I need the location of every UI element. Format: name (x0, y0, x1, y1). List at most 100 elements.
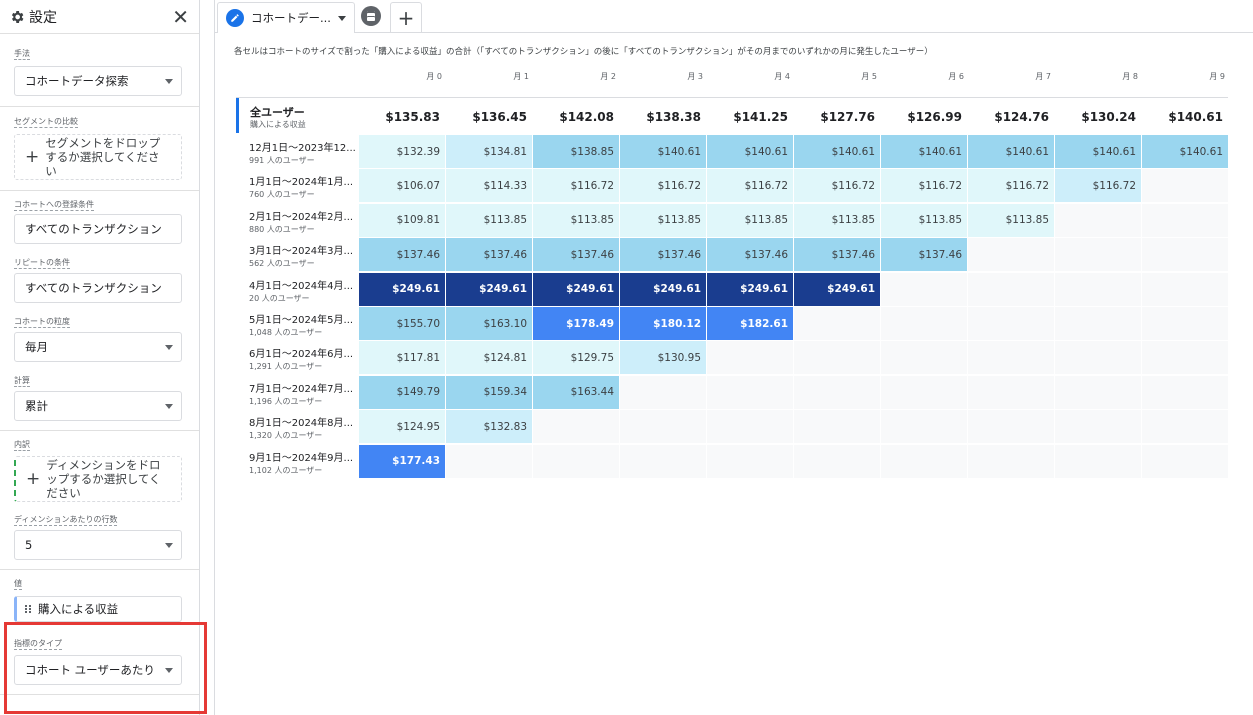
cohort-cell[interactable]: $138.85 (533, 135, 619, 168)
cohort-cell[interactable]: $182.61 (707, 307, 793, 340)
cohort-cell[interactable]: $113.85 (620, 203, 706, 237)
cohort-cell[interactable]: $113.85 (968, 203, 1054, 237)
breakdown-drop-zone[interactable]: + ディメンションをドロップするか選択してください (14, 456, 182, 502)
cohort-cell[interactable]: $249.61 (533, 272, 619, 306)
cohort-user-count: 880 人のユーザー (249, 224, 315, 234)
cohort-cell[interactable]: $180.12 (620, 307, 706, 340)
cohort-cell[interactable]: $249.61 (359, 272, 445, 306)
cohort-cell[interactable]: $140.61 (881, 135, 967, 168)
cohort-cell[interactable]: $113.85 (707, 203, 793, 237)
cohort-cell-empty (968, 238, 1054, 272)
cohort-date-range: 7月1日～2024年7月... (249, 383, 354, 395)
cohort-cell[interactable]: $163.10 (446, 307, 532, 340)
cohort-cell[interactable]: $113.85 (446, 203, 532, 237)
plus-icon: + (26, 469, 41, 489)
cohort-cell[interactable]: $106.07 (359, 169, 445, 203)
cohort-cell-empty (707, 341, 793, 375)
granularity-select[interactable]: 毎月 (14, 332, 182, 362)
cohort-cell[interactable]: $116.72 (1055, 169, 1141, 203)
cohort-cell[interactable]: $117.81 (359, 341, 445, 375)
cohort-cell-empty (794, 410, 880, 444)
cohort-cell[interactable]: $140.61 (968, 135, 1054, 168)
calculation-select[interactable]: 累計 (14, 391, 182, 421)
cohort-cell[interactable]: $137.46 (620, 238, 706, 272)
cohort-date-range: 6月1日～2024年6月... (249, 349, 354, 361)
cohort-cell[interactable]: $163.44 (533, 375, 619, 409)
cohort-cell[interactable]: $249.61 (446, 272, 532, 306)
cohort-cell[interactable]: $249.61 (794, 272, 880, 306)
return-field[interactable]: すべてのトランザクション (14, 273, 182, 303)
document-icon[interactable] (361, 6, 381, 26)
cohort-date-range: 1月1日～2024年1月... (249, 177, 354, 189)
cohort-cell[interactable]: $109.81 (359, 203, 445, 237)
all-users-value: $142.08 (559, 110, 614, 124)
cohort-cell[interactable]: $124.81 (446, 341, 532, 375)
cohort-cell[interactable]: $137.46 (794, 238, 880, 272)
cohort-cell-empty (968, 272, 1054, 306)
cohort-cell[interactable]: $130.95 (620, 341, 706, 375)
cohort-cell[interactable]: $177.43 (359, 444, 445, 478)
pencil-icon[interactable] (226, 9, 244, 27)
cohort-cell[interactable]: $137.46 (446, 238, 532, 272)
cohort-cell[interactable]: $113.85 (533, 203, 619, 237)
method-select[interactable]: コホートデータ探索 (14, 66, 182, 96)
cohort-cell[interactable]: $113.85 (881, 203, 967, 237)
cohort-cell[interactable]: $140.61 (620, 135, 706, 168)
cohort-cell[interactable]: $116.72 (533, 169, 619, 203)
cohort-cell[interactable]: $159.34 (446, 375, 532, 409)
cohort-cell[interactable]: $113.85 (794, 203, 880, 237)
cohort-cell[interactable]: $114.33 (446, 169, 532, 203)
add-tab-button[interactable]: + (390, 2, 422, 32)
all-users-value: $136.45 (472, 110, 527, 124)
cohort-cell[interactable]: $137.46 (707, 238, 793, 272)
cohort-cell[interactable]: $140.61 (794, 135, 880, 168)
cohort-cell[interactable]: $132.83 (446, 410, 532, 444)
cohort-cell[interactable]: $155.70 (359, 307, 445, 340)
cohort-cell[interactable]: $137.46 (533, 238, 619, 272)
tab-cohort-exploration[interactable]: コホートデー... (217, 2, 355, 33)
cohort-row-label: 1月1日～2024年1月... 760 人のユーザー (249, 173, 357, 200)
all-users-value: $126.99 (907, 110, 962, 124)
cohort-cell-empty (1142, 203, 1228, 237)
close-icon[interactable]: ✕ (172, 4, 189, 29)
cohort-cell-empty (881, 272, 967, 306)
inclusion-field[interactable]: すべてのトランザクション (14, 214, 182, 244)
chevron-down-icon[interactable] (338, 15, 346, 21)
metric-chip[interactable]: 購入による収益 (14, 596, 182, 622)
cohort-cell[interactable]: $249.61 (620, 272, 706, 306)
cohort-cell[interactable]: $149.79 (359, 375, 445, 409)
cohort-cell-empty (1055, 444, 1141, 478)
settings-panel: 設定 ✕ 手法 コホートデータ探索 セグメントの比較 + セグメントをドロップす… (0, 0, 200, 715)
cohort-cell[interactable]: $249.61 (707, 272, 793, 306)
cohort-cell[interactable]: $116.72 (620, 169, 706, 203)
metric-type-select[interactable]: コホート ユーザーあたり (14, 655, 182, 685)
cohort-cell[interactable]: $124.95 (359, 410, 445, 444)
cohort-cell[interactable]: $137.46 (359, 238, 445, 272)
chevron-down-icon (165, 667, 173, 673)
cohort-cell[interactable]: $134.81 (446, 135, 532, 168)
drag-handle-icon[interactable] (25, 605, 32, 613)
cohort-cell[interactable]: $132.39 (359, 135, 445, 168)
cohort-cell[interactable]: $129.75 (533, 341, 619, 375)
cohort-cell-empty (1142, 238, 1228, 272)
cohort-user-count: 1,291 人のユーザー (249, 362, 323, 372)
segment-drop-zone[interactable]: + セグメントをドロップするか選択してください (14, 134, 182, 180)
breakdown-label: 内訳 (14, 440, 30, 451)
cohort-date-range: 12月1日～2023年12... (249, 143, 356, 154)
cohort-cell[interactable]: $116.72 (707, 169, 793, 203)
cohort-cell[interactable]: $140.61 (707, 135, 793, 168)
cohort-cell[interactable]: $116.72 (794, 169, 880, 203)
cohort-cell[interactable]: $178.49 (533, 307, 619, 340)
cohort-cell[interactable]: $140.61 (1142, 135, 1228, 168)
accent-bar (236, 98, 239, 133)
cohort-cell-empty (968, 444, 1054, 478)
rows-per-dimension-select[interactable]: 5 (14, 530, 182, 560)
cohort-date-range: 5月1日～2024年5月... (249, 315, 354, 326)
month-header: 月 8 (1122, 72, 1138, 81)
tab-label: コホートデー... (251, 11, 331, 25)
cohort-cell[interactable]: $116.72 (968, 169, 1054, 203)
cohort-cell[interactable]: $116.72 (881, 169, 967, 203)
cohort-cell[interactable]: $137.46 (881, 238, 967, 272)
cohort-cell-empty (968, 307, 1054, 340)
cohort-cell[interactable]: $140.61 (1055, 135, 1141, 168)
